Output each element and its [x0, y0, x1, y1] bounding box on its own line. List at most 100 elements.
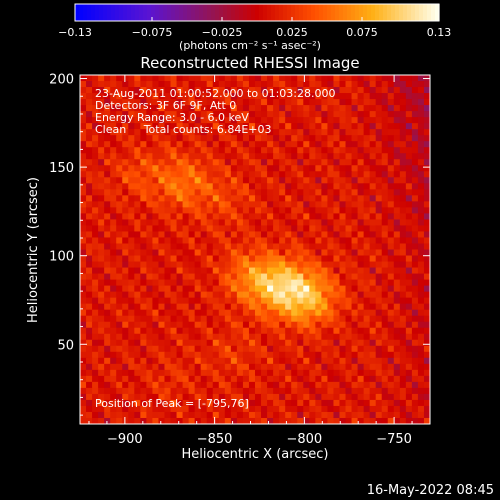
heatmap-cell [86, 387, 93, 395]
heatmap-cell [200, 129, 208, 136]
heatmap-cell [423, 213, 431, 220]
heatmap-cell [321, 129, 328, 136]
heatmap-cell [170, 183, 178, 190]
heatmap-cell [411, 111, 419, 118]
heatmap-cell [369, 291, 377, 299]
heatmap-cell [345, 321, 353, 329]
heatmap-cell [333, 279, 340, 287]
heatmap-cell [122, 75, 129, 82]
heatmap-cell [345, 405, 353, 413]
heatmap-cell [357, 375, 365, 383]
heatmap-cell [164, 105, 172, 112]
heatmap-cell [164, 99, 172, 106]
heatmap-cell [351, 105, 359, 112]
heatmap-cell [285, 375, 292, 383]
heatmap-cell [381, 399, 389, 407]
heatmap-cell [363, 309, 371, 317]
heatmap-cell [369, 375, 377, 383]
heatmap-cell [291, 273, 298, 281]
heatmap-cell [92, 201, 99, 208]
heatmap-cell [224, 111, 232, 118]
heatmap-cell [339, 327, 347, 335]
heatmap-cell [369, 285, 377, 293]
heatmap-cell [98, 297, 105, 305]
heatmap-cell [212, 297, 220, 305]
heatmap-cell [104, 333, 111, 341]
heatmap-cell [357, 261, 365, 269]
heatmap-cell [267, 357, 274, 365]
heatmap-cell [248, 135, 256, 142]
heatmap-cell [188, 117, 196, 124]
heatmap-cell [98, 279, 105, 287]
heatmap-cell [140, 279, 147, 287]
heatmap-cell [104, 225, 111, 232]
heatmap-cell [375, 87, 383, 94]
heatmap-cell [92, 303, 99, 311]
heatmap-cell [303, 93, 310, 100]
heatmap-cell [200, 243, 208, 250]
heatmap-cell [339, 165, 347, 172]
heatmap-cell [182, 417, 190, 425]
colorbar-swatch [411, 4, 416, 21]
heatmap-cell [104, 171, 111, 178]
heatmap-cell [363, 171, 371, 178]
heatmap-cell [200, 231, 208, 238]
heatmap-cell [140, 225, 147, 232]
heatmap-cell [128, 387, 135, 395]
heatmap-cell [321, 279, 328, 287]
heatmap-cell [170, 201, 178, 208]
heatmap-cell [230, 417, 238, 425]
heatmap-cell [116, 243, 123, 250]
heatmap-cell [146, 393, 153, 401]
heatmap-cell [285, 285, 292, 293]
heatmap-cell [411, 267, 419, 275]
heatmap-cell [152, 273, 159, 281]
heatmap-cell [128, 315, 135, 323]
heatmap-cell [327, 297, 334, 305]
heatmap-cell [212, 375, 220, 383]
heatmap-cell [182, 213, 190, 220]
heatmap-cell [164, 213, 172, 220]
heatmap-cell [188, 261, 196, 269]
heatmap-cell [170, 327, 178, 335]
heatmap-cell [303, 405, 310, 413]
heatmap-cell [363, 141, 371, 148]
heatmap-cell [248, 285, 256, 293]
heatmap-cell [182, 321, 190, 329]
heatmap-cell [381, 309, 389, 317]
heatmap-cell [104, 213, 111, 220]
colorbar-swatch [423, 4, 428, 21]
heatmap-cell [224, 159, 232, 166]
heatmap-cell [273, 375, 280, 383]
heatmap-cell [164, 171, 172, 178]
heatmap-cell [363, 195, 371, 202]
heatmap-cell [206, 399, 214, 407]
heatmap-cell [297, 297, 304, 305]
heatmap-cell [261, 183, 268, 190]
heatmap-cell [345, 183, 353, 190]
heatmap-cell [242, 177, 250, 184]
heatmap-cell [399, 75, 407, 82]
heatmap-cell [80, 159, 87, 166]
heatmap-cell [255, 387, 262, 395]
heatmap-cell [267, 303, 274, 311]
heatmap-cell [369, 267, 377, 275]
heatmap-cell [110, 387, 117, 395]
heatmap-cell [140, 405, 147, 413]
heatmap-cell [92, 105, 99, 112]
heatmap-cell [381, 111, 389, 118]
heatmap-cell [176, 417, 184, 425]
heatmap-cell [236, 189, 244, 196]
heatmap-cell [405, 369, 413, 377]
heatmap-cell [182, 357, 190, 365]
heatmap-cell [212, 141, 220, 148]
heatmap-cell [236, 129, 244, 136]
heatmap-cell [279, 159, 286, 166]
heatmap-cell [297, 225, 304, 232]
heatmap-cell [104, 363, 111, 371]
heatmap-cell [98, 213, 105, 220]
heatmap-cell [182, 99, 190, 106]
heatmap-cell [224, 99, 232, 106]
heatmap-cell [357, 291, 365, 299]
heatmap-cell [399, 357, 407, 365]
